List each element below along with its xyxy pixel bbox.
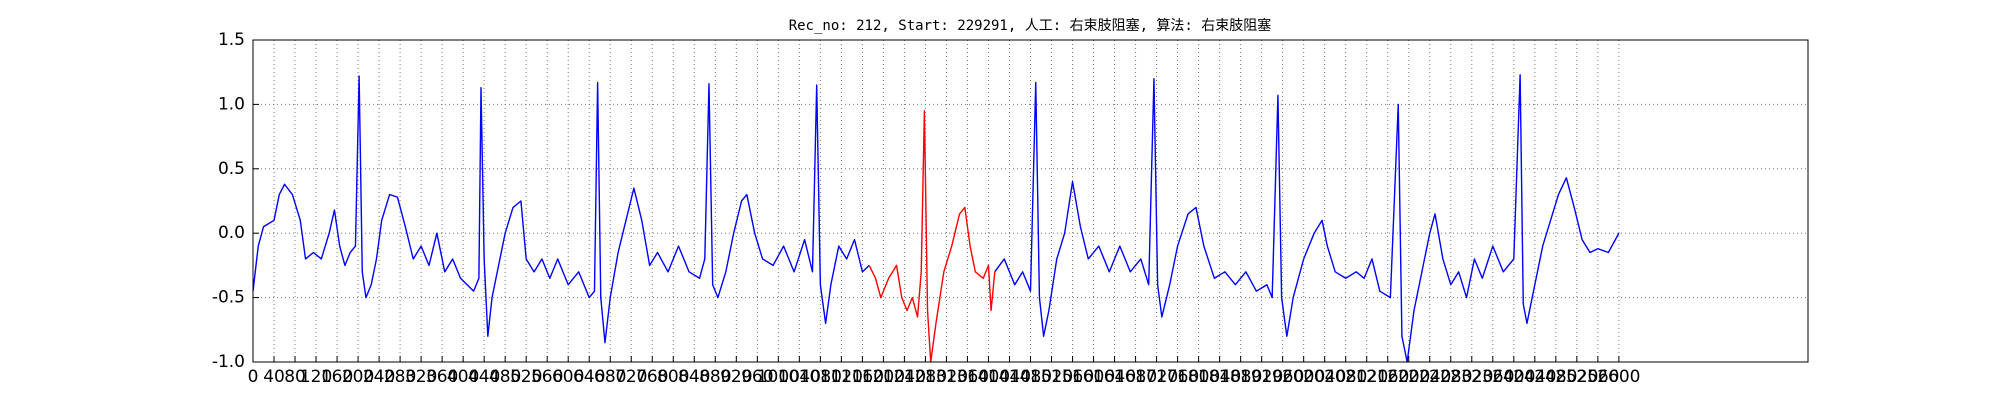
y-tick-label: 0.5 bbox=[218, 159, 245, 179]
x-tick-label: 1040 bbox=[778, 367, 821, 387]
x-tick-label: 2240 bbox=[1408, 367, 1451, 387]
x-tick-label: 2080 bbox=[1324, 367, 1367, 387]
x-tick-label: 40 bbox=[263, 367, 285, 387]
y-tick-label: -0.5 bbox=[212, 288, 245, 308]
x-tick-label: 2360 bbox=[1471, 367, 1514, 387]
x-tick-label: 2400 bbox=[1492, 367, 1535, 387]
signal-line bbox=[252, 75, 870, 344]
x-tick-label: 2160 bbox=[1366, 367, 1409, 387]
x-tick-label: 2320 bbox=[1450, 367, 1493, 387]
x-tick-label: 1480 bbox=[1009, 367, 1052, 387]
x-tick-label: 520 bbox=[510, 367, 542, 387]
x-tick-label: 1640 bbox=[1093, 367, 1136, 387]
x-tick-label: 2480 bbox=[1534, 367, 1577, 387]
x-tick-label: 1720 bbox=[1135, 367, 1178, 387]
x-tick-label: 200 bbox=[342, 367, 374, 387]
chart-title: Rec_no: 212, Start: 229291, 人工: 右束肢阻塞, 算… bbox=[789, 17, 1272, 34]
x-tick-label: 1360 bbox=[946, 367, 989, 387]
x-tick-label: 720 bbox=[615, 367, 647, 387]
x-tick-label: 1440 bbox=[988, 367, 1031, 387]
x-tick-label: 880 bbox=[699, 367, 731, 387]
x-tick-label: 600 bbox=[552, 367, 584, 387]
x-tick-label: 960 bbox=[741, 367, 773, 387]
x-tick-label: 240 bbox=[363, 367, 395, 387]
x-tick-label: 1800 bbox=[1177, 367, 1220, 387]
signal-line bbox=[994, 74, 1620, 363]
x-tick-label: 2200 bbox=[1387, 367, 1430, 387]
x-tick-label: 400 bbox=[447, 367, 479, 387]
x-tick-label: 80 bbox=[284, 367, 306, 387]
x-tick-label: 2560 bbox=[1576, 367, 1619, 387]
y-tick-label: 0.0 bbox=[218, 223, 245, 243]
x-tick-label: 1120 bbox=[820, 367, 863, 387]
x-tick-label: 1680 bbox=[1114, 367, 1157, 387]
x-tick-label: 1320 bbox=[925, 367, 968, 387]
plot-frame bbox=[252, 39, 1809, 363]
y-tick-label: 1.0 bbox=[218, 94, 245, 114]
x-tick-label: 320 bbox=[405, 367, 437, 387]
x-tick-label: 2520 bbox=[1555, 367, 1598, 387]
x-tick-label: 360 bbox=[426, 367, 458, 387]
x-tick-label: 1200 bbox=[862, 367, 905, 387]
x-tick-label: 560 bbox=[531, 367, 563, 387]
x-tick-label: 920 bbox=[720, 367, 752, 387]
x-tick-label: 1160 bbox=[841, 367, 884, 387]
x-tick-label: 120 bbox=[300, 367, 332, 387]
y-tick-label: -1.0 bbox=[212, 352, 245, 372]
x-tick-label: 2120 bbox=[1345, 367, 1388, 387]
x-tick-label: 1960 bbox=[1261, 367, 1304, 387]
x-tick-label: 680 bbox=[594, 367, 626, 387]
x-tick-label: 840 bbox=[678, 367, 710, 387]
x-tick-label: 1240 bbox=[883, 367, 926, 387]
x-tick-label: 2000 bbox=[1282, 367, 1325, 387]
x-tick-label: 1880 bbox=[1219, 367, 1262, 387]
x-tick-label: 2280 bbox=[1429, 367, 1472, 387]
x-tick-label: 1760 bbox=[1156, 367, 1199, 387]
y-tick-label: 1.5 bbox=[218, 30, 245, 50]
x-tick-label: 1840 bbox=[1198, 367, 1241, 387]
x-tick-label: 160 bbox=[321, 367, 353, 387]
x-tick-label: 480 bbox=[489, 367, 521, 387]
x-tick-label: 2040 bbox=[1303, 367, 1346, 387]
signal-line bbox=[868, 110, 996, 363]
x-tick-label: 0 bbox=[248, 367, 259, 387]
x-tick-label: 2600 bbox=[1597, 367, 1640, 387]
x-tick-label: 1520 bbox=[1030, 367, 1073, 387]
x-tick-label: 800 bbox=[657, 367, 689, 387]
x-tick-label: 1000 bbox=[757, 367, 800, 387]
x-tick-label: 1560 bbox=[1051, 367, 1094, 387]
x-tick-label: 1280 bbox=[904, 367, 947, 387]
x-tick-label: 280 bbox=[384, 367, 416, 387]
x-tick-label: 2440 bbox=[1513, 367, 1556, 387]
x-tick-label: 1600 bbox=[1072, 367, 1115, 387]
x-tick-label: 1920 bbox=[1240, 367, 1283, 387]
x-tick-label: 440 bbox=[468, 367, 500, 387]
x-tick-label: 640 bbox=[573, 367, 605, 387]
x-tick-label: 760 bbox=[636, 367, 668, 387]
x-tick-label: 1400 bbox=[967, 367, 1010, 387]
x-tick-label: 1080 bbox=[799, 367, 842, 387]
